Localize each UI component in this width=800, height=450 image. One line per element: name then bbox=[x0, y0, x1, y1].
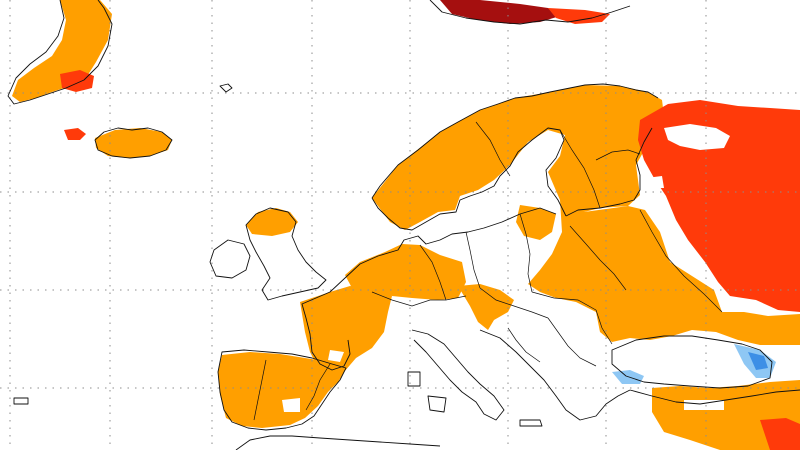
anomaly-region-anatolia bbox=[652, 380, 800, 450]
neutral-hole bbox=[282, 398, 300, 412]
anomaly-region-greenland-east bbox=[12, 0, 112, 102]
coastline-island bbox=[407, 371, 421, 387]
border bbox=[639, 209, 723, 313]
neutral-hole bbox=[664, 124, 730, 150]
anomaly-region-baltic bbox=[516, 205, 556, 240]
coastline-iceland bbox=[94, 127, 173, 159]
coastline-finland bbox=[565, 127, 653, 217]
coastline-ireland bbox=[209, 239, 251, 279]
border bbox=[595, 149, 641, 161]
border bbox=[479, 287, 549, 319]
neutral-holes-layer bbox=[282, 124, 730, 412]
coastline-africa bbox=[235, 435, 441, 450]
border bbox=[559, 129, 601, 209]
anomaly-region-russia bbox=[638, 100, 800, 312]
coastline-island bbox=[427, 395, 447, 413]
anomaly-fill-layer bbox=[12, 0, 800, 450]
coastline-continent-west bbox=[301, 207, 557, 371]
anomaly-region-arctic-extreme bbox=[440, 0, 560, 24]
neutral-hole bbox=[328, 350, 344, 362]
border bbox=[253, 359, 267, 421]
border bbox=[531, 291, 597, 311]
neutral-hole bbox=[684, 400, 724, 410]
border bbox=[595, 309, 613, 345]
coastline-scandinavia bbox=[371, 83, 659, 231]
coastline-svalbard bbox=[429, 0, 631, 25]
border bbox=[371, 291, 467, 307]
coastline-greenland bbox=[7, 0, 113, 105]
border bbox=[547, 317, 597, 367]
anomaly-region-alps bbox=[458, 284, 514, 330]
border bbox=[507, 327, 541, 363]
anomaly-region-scandinavia bbox=[372, 85, 664, 230]
border bbox=[419, 244, 447, 301]
anomaly-region-iceland-strong bbox=[64, 128, 86, 140]
coastline-britain bbox=[245, 207, 327, 301]
border bbox=[475, 121, 511, 177]
anomaly-region-scotland bbox=[246, 208, 298, 236]
coastline-black-sea bbox=[611, 335, 773, 389]
coastline-anatolia bbox=[629, 389, 800, 405]
coastline-iberia bbox=[217, 349, 347, 431]
anomaly-region-caucasus-cold-strong bbox=[748, 352, 768, 370]
border bbox=[465, 231, 481, 289]
anomaly-region-southeast-strong bbox=[760, 418, 800, 450]
anomaly-region-france bbox=[300, 286, 392, 372]
anomaly-region-benelux bbox=[345, 244, 466, 300]
anomaly-region-eastern-europe bbox=[528, 200, 800, 345]
coastline-faroe bbox=[219, 83, 233, 93]
anomaly-region-arctic-strong bbox=[548, 8, 610, 24]
country-borders bbox=[253, 121, 723, 421]
border bbox=[519, 213, 533, 293]
border bbox=[305, 363, 331, 411]
coastline-balkans bbox=[479, 329, 631, 421]
border bbox=[569, 225, 627, 291]
anomaly-region-iberia bbox=[218, 352, 348, 428]
anomaly-region-iceland bbox=[95, 128, 172, 158]
coastlines bbox=[7, 0, 800, 450]
neutral-hole bbox=[646, 176, 664, 188]
coastline-italy bbox=[411, 329, 505, 421]
coastline-island bbox=[519, 419, 543, 427]
coastline-island bbox=[13, 397, 29, 405]
